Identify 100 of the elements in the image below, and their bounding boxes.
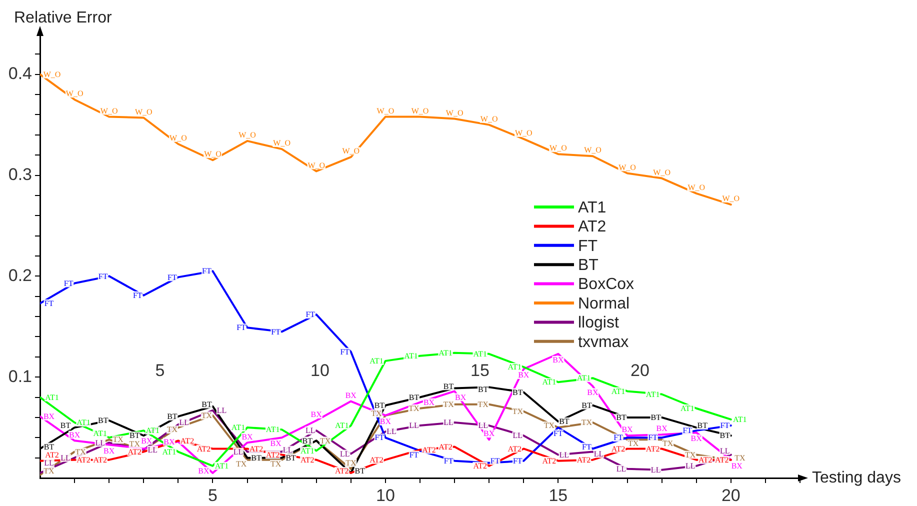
data-label: LL xyxy=(233,447,244,456)
data-label: AT2 xyxy=(422,445,436,454)
legend-label: Normal xyxy=(578,295,630,312)
data-label: AT1 xyxy=(370,356,384,366)
data-label: FT xyxy=(614,433,624,442)
data-label: AT1 xyxy=(214,461,229,470)
legend-label: BT xyxy=(578,257,599,274)
data-label: BX xyxy=(622,425,634,434)
data-label: AT2 xyxy=(646,444,660,454)
data-label: W_O xyxy=(376,106,394,116)
data-label: BX xyxy=(690,434,702,444)
data-label: LL xyxy=(386,427,396,436)
data-label: TX xyxy=(270,459,282,468)
data-label: W_O xyxy=(514,128,533,138)
data-label: AT1 xyxy=(473,349,487,358)
data-label: TX xyxy=(371,409,382,418)
data-label: AT2 xyxy=(93,455,107,464)
data-label: BX xyxy=(104,446,115,456)
data-label: FT xyxy=(512,456,522,466)
data-label: LL xyxy=(340,449,350,458)
data-label: TX xyxy=(512,406,524,416)
data-label: W_O xyxy=(204,150,222,159)
data-label: AT1 xyxy=(76,418,90,428)
data-label: W_O xyxy=(446,108,464,118)
data-label: AT2 xyxy=(128,447,142,456)
legend-label: BoxCox xyxy=(578,276,634,294)
data-label: AT2 xyxy=(508,444,522,454)
data-label: AT1 xyxy=(733,415,747,424)
data-label: TX xyxy=(685,450,696,460)
data-label: TX xyxy=(662,439,674,448)
legend-label: llogist xyxy=(578,314,620,332)
data-label: LL xyxy=(616,464,626,474)
data-label: TX xyxy=(346,458,356,468)
data-label: AT1 xyxy=(93,429,107,438)
data-label: BX xyxy=(731,461,743,470)
data-label: BX xyxy=(345,390,357,400)
data-label: FT xyxy=(306,310,316,320)
data-label: TX xyxy=(201,411,212,420)
data-label: TX xyxy=(628,439,639,448)
data-label: FT xyxy=(271,327,281,336)
data-label: AT2 xyxy=(438,442,452,452)
data-label: W_O xyxy=(653,168,671,177)
data-label: BT xyxy=(302,436,313,446)
y-tick-label: 0.3 xyxy=(8,164,32,184)
data-label: W_O xyxy=(411,106,429,116)
data-label: FT xyxy=(98,272,108,281)
x2-tick-label: 20 xyxy=(630,361,650,380)
data-label: TX xyxy=(129,439,140,448)
data-label: FT xyxy=(132,290,142,300)
data-label: TX xyxy=(236,459,247,468)
data-label: LL xyxy=(512,431,523,440)
data-label: TX xyxy=(166,425,178,434)
data-label: AT1 xyxy=(542,378,556,387)
data-label: W_O xyxy=(273,138,291,148)
data-label: FT xyxy=(340,347,350,356)
data-label: AT2 xyxy=(266,450,280,460)
data-label: LL xyxy=(282,445,293,454)
data-label: LL xyxy=(444,418,454,428)
data-label: AT2 xyxy=(180,436,194,446)
x-tick-label: 20 xyxy=(721,486,740,505)
data-label: BT xyxy=(130,431,140,440)
data-label: BT xyxy=(616,413,626,422)
data-label: BX xyxy=(310,410,322,420)
data-label: BT xyxy=(443,382,454,391)
data-label: AT2 xyxy=(196,444,211,454)
x-tick-label: 10 xyxy=(376,486,395,505)
data-label: LL xyxy=(305,426,316,436)
data-label: W_O xyxy=(688,183,706,192)
data-label: BT xyxy=(374,400,385,410)
data-label: BT xyxy=(202,400,212,409)
x-tick-label: 15 xyxy=(548,486,568,505)
data-label: W_O xyxy=(584,146,602,155)
legend-label: AT1 xyxy=(578,199,606,216)
data-label: TX xyxy=(544,421,555,430)
data-label: LL xyxy=(559,450,570,460)
data-label: LL xyxy=(95,438,106,448)
data-label: BX xyxy=(380,417,392,426)
data-label: FT xyxy=(554,429,563,438)
data-label: W_O xyxy=(618,162,636,172)
data-label: FT xyxy=(202,266,212,276)
y-axis-title: Relative Error xyxy=(14,9,112,26)
data-label: TX xyxy=(320,436,331,446)
data-label: LL xyxy=(179,418,190,428)
data-label: AT2 xyxy=(249,444,264,454)
data-label: LL xyxy=(44,458,54,468)
data-label: AT1 xyxy=(335,421,349,430)
data-label: FT xyxy=(409,450,419,460)
data-label: AT1 xyxy=(162,447,176,456)
data-label: AT1 xyxy=(300,446,314,456)
data-label: FT xyxy=(44,299,54,308)
data-label: FT xyxy=(444,456,454,466)
data-label: AT1 xyxy=(611,386,626,396)
data-label: LL xyxy=(216,406,227,415)
data-label: BT xyxy=(697,421,708,430)
x-axis-title: Testing days xyxy=(812,469,901,486)
data-label: AT1 xyxy=(231,423,246,432)
data-label: BT xyxy=(478,384,488,394)
x2-tick-label: 15 xyxy=(470,361,490,380)
data-label: BX xyxy=(518,370,530,380)
data-label: TX xyxy=(112,435,124,444)
